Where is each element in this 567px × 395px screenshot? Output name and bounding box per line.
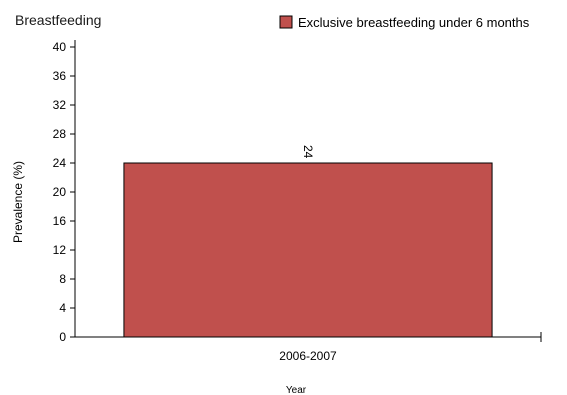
data-labels: 24 [301,145,315,159]
y-axis-ticks: 0 4 8 12 16 20 24 28 32 36 40 [53,40,75,344]
legend-swatch [279,15,293,29]
y-tick-label: 20 [53,185,67,199]
bars [123,162,493,338]
bar-data-label: 24 [301,145,315,159]
x-axis-label: Year [286,385,307,395]
y-axis-label: Prevalence (%) [11,161,25,243]
y-tick-label: 4 [59,301,66,315]
bar [123,162,493,338]
y-tick-label: 8 [59,272,66,286]
x-tick-label: 2006-2007 [279,349,337,363]
y-tick-label: 12 [53,243,67,257]
y-tick-label: 16 [53,214,67,228]
y-tick-label: 28 [53,127,67,141]
y-tick-label: 24 [53,156,67,170]
legend: Exclusive breastfeeding under 6 months [279,15,530,30]
x-axis-ticks: 2006-2007 [279,349,337,363]
y-tick-label: 32 [53,98,67,112]
chart-title: Breastfeeding [15,12,101,28]
legend-label: Exclusive breastfeeding under 6 months [298,15,530,30]
y-tick-label: 40 [53,40,67,54]
y-tick-label: 36 [53,69,67,83]
y-tick-label: 0 [59,330,66,344]
